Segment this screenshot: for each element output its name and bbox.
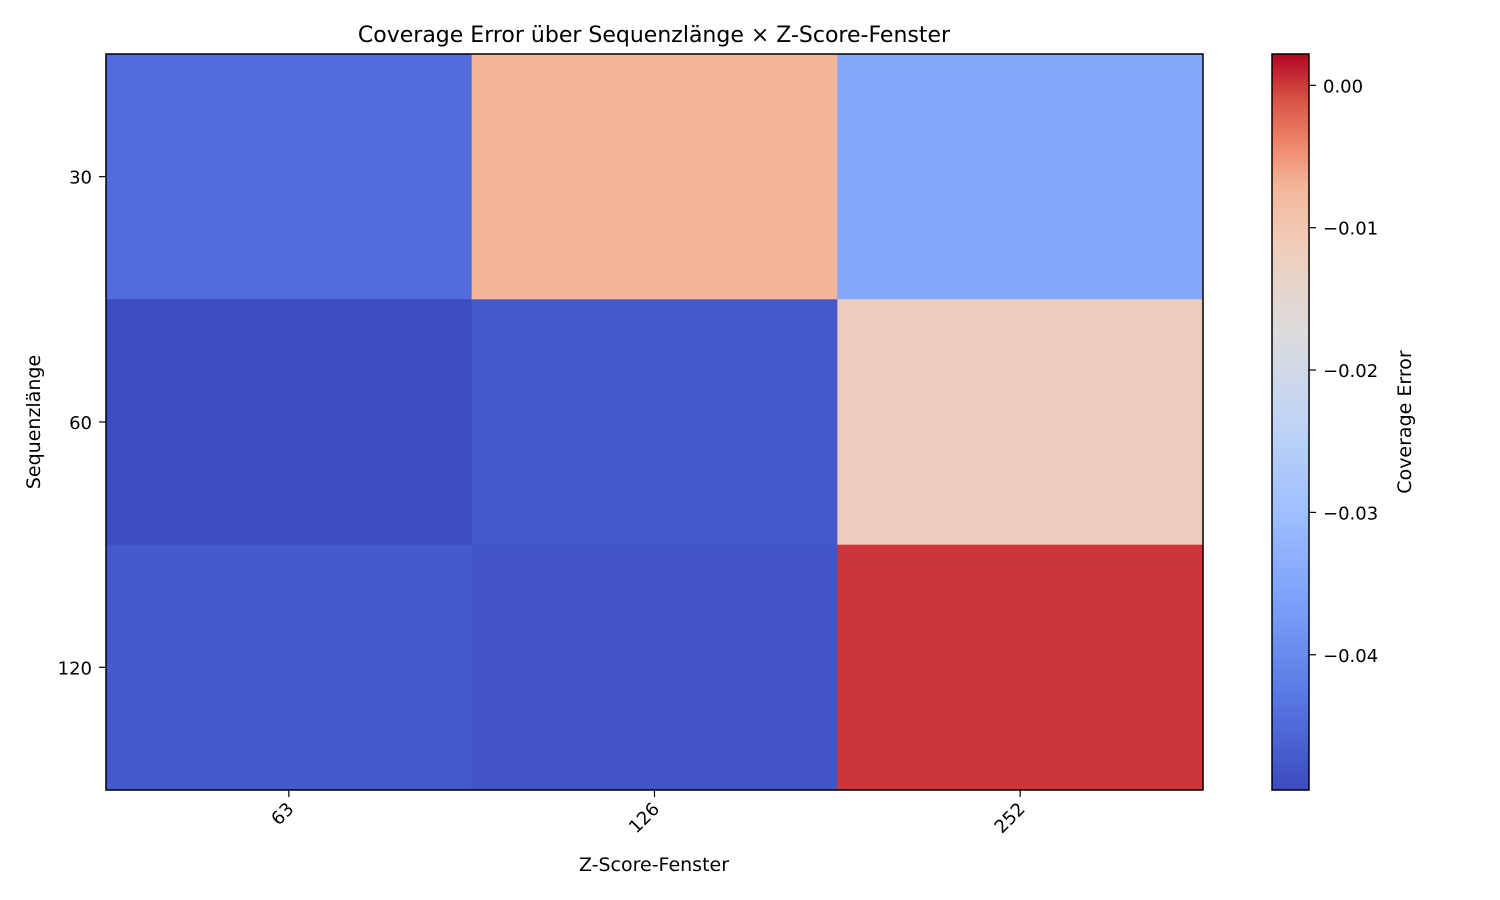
heatmap-cell-r1-c0 bbox=[106, 299, 473, 546]
y-tick-label: 120 bbox=[58, 658, 92, 679]
y-axis-ticks: 30 60 120 bbox=[58, 168, 106, 679]
colorbar bbox=[1271, 53, 1310, 791]
heatmap-cell-r2-c1 bbox=[471, 544, 838, 791]
heatmap-cell-r0-c1 bbox=[471, 54, 838, 300]
heatmap-cell-r2-c2 bbox=[837, 544, 1204, 791]
x-tick-label: 126 bbox=[625, 799, 664, 838]
y-axis-label: Sequenzlänge bbox=[23, 355, 45, 489]
heatmap-cell-r1-c2 bbox=[837, 299, 1204, 546]
x-axis-ticks: 63 126 252 bbox=[267, 790, 1030, 838]
heatmap-cell-r1-c1 bbox=[471, 299, 838, 546]
y-tick-label: 60 bbox=[69, 413, 92, 434]
y-tick-label: 30 bbox=[69, 168, 92, 189]
colorbar-ticks: 0.00 −0.01 −0.02 −0.03 −0.04 bbox=[1309, 76, 1378, 667]
x-axis-label: Z-Score-Fenster bbox=[579, 854, 729, 876]
colorbar-label: Coverage Error bbox=[1394, 350, 1416, 494]
colorbar-tick-label: 0.00 bbox=[1323, 76, 1363, 97]
colorbar-tick-label: −0.02 bbox=[1323, 361, 1378, 382]
x-tick-label: 252 bbox=[991, 799, 1030, 838]
colorbar-tick-label: −0.04 bbox=[1323, 646, 1378, 667]
chart-title: Coverage Error über Sequenzlänge × Z-Sco… bbox=[358, 23, 951, 48]
colorbar-tick-label: −0.03 bbox=[1323, 503, 1378, 524]
heatmap-cell-r0-c0 bbox=[106, 54, 473, 300]
heatmap-cell-r2-c0 bbox=[106, 544, 473, 791]
heatmap-cells bbox=[106, 54, 1204, 791]
heatmap-cell-r0-c2 bbox=[837, 54, 1204, 300]
colorbar-tick-label: −0.01 bbox=[1323, 219, 1378, 240]
x-tick-label: 63 bbox=[267, 799, 298, 830]
